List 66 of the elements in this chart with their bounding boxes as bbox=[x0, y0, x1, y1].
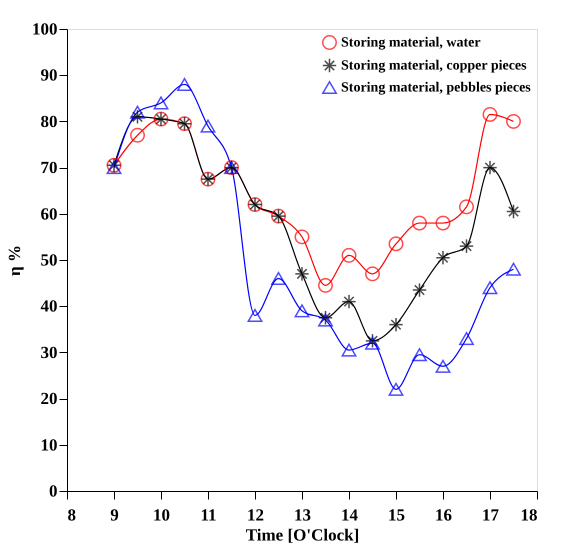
x-tick-label: 13 bbox=[294, 506, 311, 524]
point bbox=[294, 229, 310, 244]
point bbox=[506, 114, 521, 129]
point bbox=[459, 332, 474, 346]
point bbox=[506, 204, 521, 219]
point bbox=[459, 238, 474, 254]
y-tick-label: 20 bbox=[40, 389, 58, 408]
point bbox=[271, 272, 286, 286]
x-tick-label: 17 bbox=[482, 506, 500, 524]
point bbox=[412, 216, 427, 230]
x-tick-label: 12 bbox=[247, 506, 264, 524]
y-tick-label: 90 bbox=[40, 66, 58, 85]
y-tick-label: 40 bbox=[40, 296, 58, 316]
point bbox=[130, 106, 145, 119]
y-tick-label: 100 bbox=[32, 20, 58, 38]
y-tick-label: 0 bbox=[49, 482, 58, 500]
point bbox=[177, 78, 192, 91]
x-tick-label: 9 bbox=[110, 506, 119, 524]
point bbox=[342, 344, 356, 357]
point bbox=[365, 266, 380, 282]
legend-label: Storing material, pebbles pieces bbox=[341, 80, 532, 96]
x-axis-title: Time [O'Clock] bbox=[246, 526, 360, 544]
y-tick-label: 10 bbox=[40, 435, 58, 454]
y-tick-label: 30 bbox=[40, 342, 58, 362]
x-tick-label: 16 bbox=[435, 506, 452, 524]
point bbox=[294, 266, 310, 282]
y-tick-label: 70 bbox=[40, 158, 58, 178]
point bbox=[482, 107, 498, 122]
point bbox=[436, 250, 450, 266]
x-tick-label: 8 bbox=[68, 506, 76, 524]
point bbox=[388, 236, 404, 252]
x-tick-label: 15 bbox=[388, 506, 405, 524]
x-tick-label: 18 bbox=[520, 506, 538, 524]
y-axis-title: η % bbox=[5, 245, 24, 276]
point bbox=[436, 216, 450, 230]
point bbox=[459, 199, 474, 214]
point bbox=[318, 310, 333, 326]
point bbox=[342, 248, 356, 263]
y-tick-label: 50 bbox=[40, 250, 58, 270]
point bbox=[130, 128, 145, 143]
point bbox=[106, 161, 122, 174]
point bbox=[412, 348, 427, 362]
point bbox=[482, 281, 498, 294]
point bbox=[365, 333, 380, 348]
point bbox=[154, 96, 168, 110]
point bbox=[388, 317, 404, 332]
x-tick-label: 14 bbox=[341, 506, 358, 524]
point bbox=[436, 360, 450, 373]
point bbox=[318, 314, 333, 327]
legend-label: Storing material, water bbox=[341, 36, 481, 50]
x-tick-label: 11 bbox=[200, 506, 217, 524]
x-tick-label: 10 bbox=[153, 506, 170, 524]
point bbox=[412, 282, 427, 298]
point bbox=[130, 109, 145, 124]
point bbox=[342, 294, 356, 310]
y-tick-label: 80 bbox=[40, 112, 58, 131]
point bbox=[318, 278, 333, 293]
point bbox=[294, 304, 310, 318]
point bbox=[388, 382, 404, 396]
point bbox=[365, 336, 380, 350]
point bbox=[200, 119, 216, 133]
legend-label: Storing material, copper pieces bbox=[341, 58, 528, 74]
y-tick-label: 60 bbox=[40, 204, 58, 224]
point bbox=[248, 308, 262, 322]
point bbox=[506, 262, 521, 276]
point bbox=[482, 160, 498, 176]
